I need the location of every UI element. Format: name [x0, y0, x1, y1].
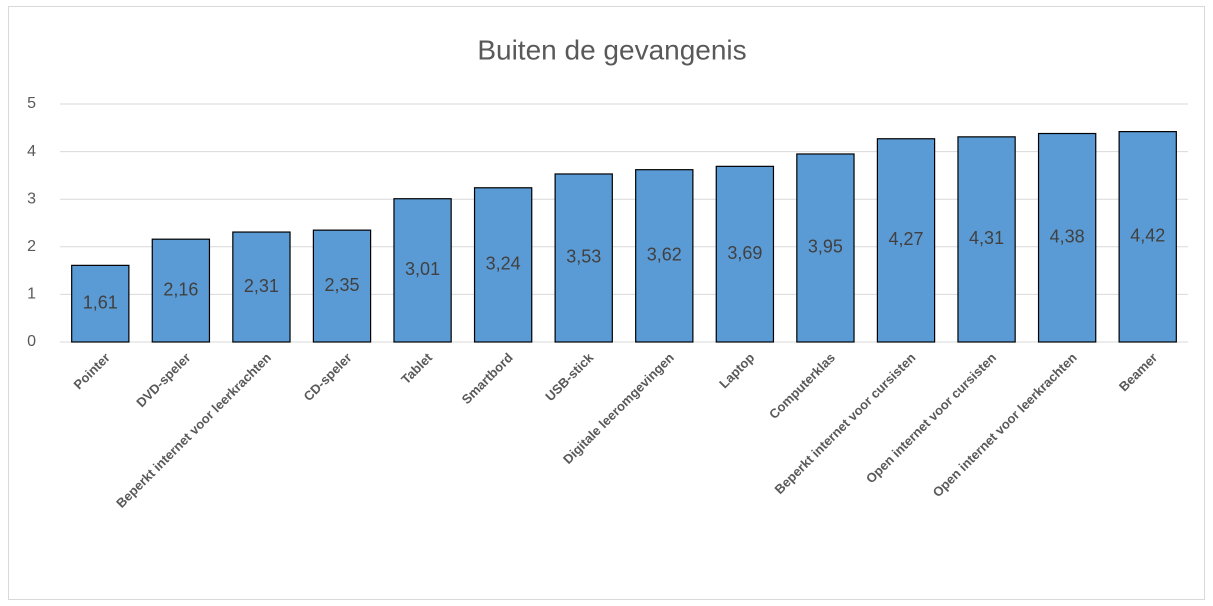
bar	[393, 198, 452, 343]
bar	[1037, 132, 1097, 343]
data-label: 4,42	[1130, 226, 1165, 246]
bar	[1118, 131, 1177, 343]
data-label: 2,16	[163, 279, 198, 299]
bar	[635, 169, 694, 343]
chart-title: Buiten de gevangenis	[477, 34, 746, 65]
data-label: 3,24	[486, 254, 521, 274]
bar	[232, 231, 291, 343]
bar	[876, 138, 936, 343]
data-label: 3,69	[727, 243, 762, 263]
bar	[796, 153, 855, 343]
data-label: 1,61	[83, 292, 118, 312]
y-tick-label: 3	[27, 190, 36, 207]
bar	[473, 187, 533, 343]
y-tick-label: 0	[27, 333, 36, 350]
data-label: 3,95	[808, 237, 843, 257]
data-label: 4,27	[888, 229, 923, 249]
bar	[151, 238, 211, 343]
data-label: 2,35	[324, 275, 359, 295]
y-tick-label: 2	[27, 238, 36, 255]
bar	[312, 229, 372, 343]
data-label: 3,53	[566, 247, 601, 267]
bar	[554, 173, 613, 343]
data-label: 2,31	[244, 276, 279, 296]
bar	[715, 165, 775, 343]
bar	[957, 136, 1016, 343]
y-tick-label: 5	[27, 95, 36, 112]
y-tick-label: 4	[27, 143, 36, 160]
data-label: 4,38	[1050, 227, 1085, 247]
y-tick-label: 1	[27, 286, 36, 303]
data-label: 4,31	[969, 228, 1004, 248]
bar	[71, 264, 130, 343]
data-label: 3,01	[405, 259, 440, 279]
data-label: 3,62	[647, 245, 682, 265]
